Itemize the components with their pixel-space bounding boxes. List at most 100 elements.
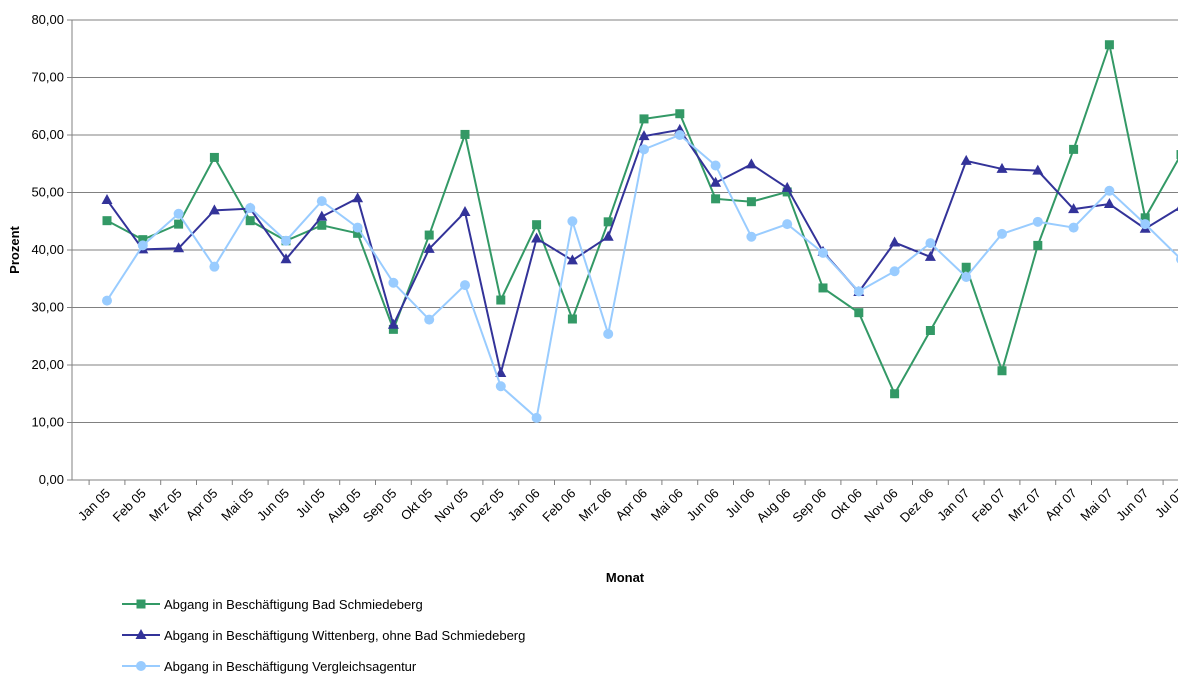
marker (245, 216, 255, 226)
marker (136, 661, 146, 671)
x-tick-label: Jan 07 (934, 486, 972, 524)
x-tick-label: Mrz 05 (146, 486, 185, 525)
marker (603, 217, 613, 227)
marker (1069, 144, 1079, 154)
marker (925, 326, 935, 335)
legend-label: Abgang in Beschäftigung Wittenberg, ohne… (164, 628, 525, 643)
marker (1176, 150, 1178, 160)
x-tick-label: Jul 06 (722, 486, 757, 521)
marker (173, 242, 185, 253)
marker (387, 318, 399, 329)
y-tick-label: 40,00 (31, 242, 64, 257)
x-tick-label: Jun 05 (254, 486, 292, 524)
marker (1103, 198, 1115, 208)
marker (1032, 216, 1043, 227)
legend-label: Abgang in Beschäftigung Vergleichsagentu… (164, 659, 417, 674)
marker (853, 286, 864, 297)
marker (316, 196, 327, 207)
x-tick-label: Feb 06 (539, 486, 578, 525)
x-tick-label: Jul 05 (293, 486, 328, 521)
marker (208, 204, 220, 215)
y-tick-label: 0,00 (39, 472, 64, 487)
x-tick-label: Nov 06 (861, 486, 901, 526)
x-tick-label: Dez 05 (467, 486, 507, 526)
marker (102, 216, 112, 226)
marker (352, 192, 364, 203)
marker (424, 314, 435, 325)
x-axis-title: Monat (606, 570, 645, 585)
x-tick-label: Nov 05 (431, 486, 471, 526)
x-tick-label: Mai 06 (648, 486, 686, 524)
marker (1033, 240, 1043, 250)
marker (782, 219, 793, 230)
x-tick-label: Apr 07 (1042, 486, 1080, 524)
y-tick-label: 20,00 (31, 357, 64, 372)
marker (782, 187, 792, 197)
marker (925, 238, 936, 249)
marker (173, 208, 184, 219)
marker (746, 231, 757, 242)
x-tick-label: Mrz 06 (576, 486, 615, 525)
marker (890, 389, 900, 399)
x-tick-label: Okt 05 (398, 486, 436, 524)
marker (567, 314, 577, 324)
marker (280, 253, 292, 264)
x-tick-label: Mai 07 (1077, 486, 1115, 524)
marker (209, 152, 219, 162)
x-tick-label: Apr 06 (612, 486, 650, 524)
series-line (106, 133, 1178, 420)
marker (1140, 213, 1150, 223)
marker (639, 144, 649, 155)
y-tick-label: 80,00 (31, 12, 64, 27)
marker (531, 412, 542, 423)
marker (997, 366, 1007, 376)
y-tick-label: 60,00 (31, 127, 64, 142)
marker (135, 629, 147, 639)
marker (138, 235, 148, 245)
marker (997, 228, 1007, 239)
marker (1068, 203, 1080, 214)
marker (245, 203, 256, 214)
marker (1104, 185, 1115, 196)
marker (388, 324, 398, 334)
marker (102, 295, 112, 306)
marker (854, 308, 864, 318)
x-tick-label: Mai 05 (218, 486, 256, 524)
marker (711, 194, 721, 204)
marker (531, 232, 543, 243)
marker (889, 266, 900, 277)
marker (495, 381, 506, 392)
x-tick-label: Okt 06 (827, 486, 865, 524)
x-tick-label: Aug 06 (754, 486, 794, 526)
marker (316, 210, 328, 221)
marker (818, 247, 828, 258)
marker (961, 272, 972, 283)
marker (424, 230, 434, 240)
x-tick-label: Jun 07 (1113, 486, 1151, 524)
legend-label: Abgang in Beschäftigung Bad Schmiedeberg (164, 597, 423, 612)
marker (603, 328, 614, 339)
marker (353, 228, 363, 238)
y-tick-label: 70,00 (31, 70, 64, 85)
marker (1068, 222, 1079, 233)
marker (602, 230, 614, 241)
marker (960, 154, 972, 165)
marker (174, 219, 184, 229)
x-tick-label: Feb 05 (110, 486, 149, 525)
marker (496, 295, 506, 305)
marker (137, 240, 148, 251)
marker (1140, 219, 1151, 230)
marker (746, 197, 756, 207)
marker (423, 242, 435, 253)
marker (566, 254, 578, 265)
x-tick-label: Mrz 07 (1005, 486, 1044, 525)
y-tick-label: 30,00 (31, 300, 64, 315)
marker (460, 280, 470, 291)
marker (352, 222, 363, 233)
marker (1104, 40, 1114, 50)
marker (781, 181, 793, 192)
x-tick-label: Jan 06 (505, 486, 543, 524)
marker (532, 220, 542, 230)
marker (818, 283, 828, 293)
marker (460, 129, 470, 139)
